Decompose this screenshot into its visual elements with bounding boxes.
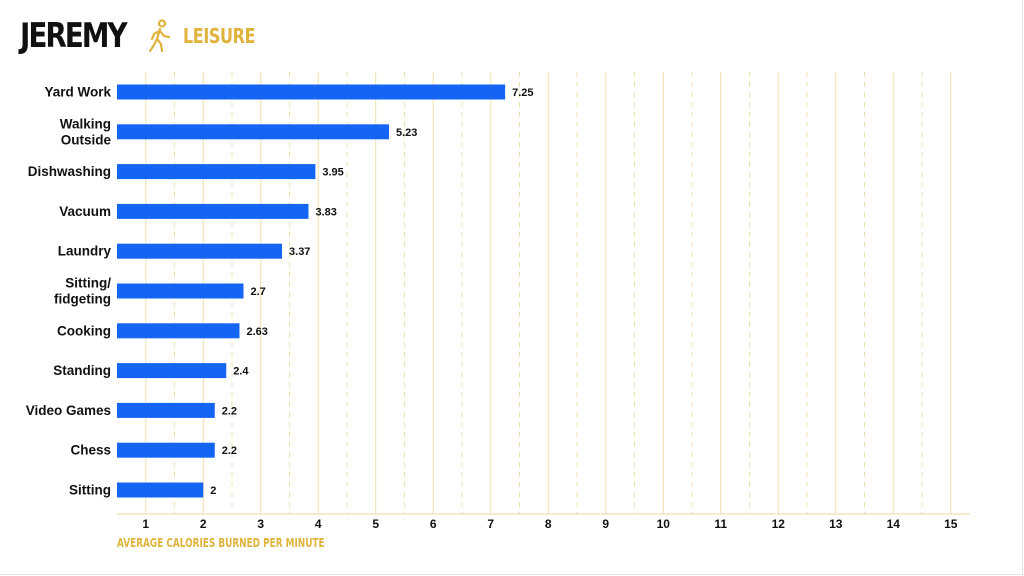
bar-value-label: 2.63 <box>246 326 267 338</box>
x-axis-title: AVERAGE CALORIES BURNED PER MINUTE <box>117 536 325 550</box>
bar <box>117 363 227 379</box>
bar <box>117 84 506 100</box>
bar-value-label: 2.2 <box>222 405 237 417</box>
x-tick-label: 6 <box>430 517 437 531</box>
bar <box>117 402 215 418</box>
x-tick-label: 7 <box>487 517 494 531</box>
bar <box>117 164 316 180</box>
category-label: Chess <box>70 443 111 458</box>
bar <box>117 442 215 458</box>
x-tick-label: 15 <box>944 517 958 531</box>
category-label: Standing <box>53 363 111 378</box>
x-tick-label: 3 <box>257 517 264 531</box>
x-tick-label: 2 <box>200 517 207 531</box>
header: JEREMY LEISURE <box>20 14 273 58</box>
category-label: Laundry <box>58 244 112 259</box>
x-tick-label: 1 <box>142 517 149 531</box>
bar-value-label: 2.7 <box>251 286 266 298</box>
bar-value-label: 5.23 <box>396 127 417 139</box>
x-tick-label: 8 <box>545 517 552 531</box>
x-tick-label: 12 <box>772 517 786 531</box>
bar-value-label: 3.37 <box>289 246 310 258</box>
category-label: Walking Outside <box>60 116 112 147</box>
category-label: Dishwashing <box>28 164 111 179</box>
bar-value-label: 7.25 <box>512 87 533 99</box>
x-tick-label: 10 <box>657 517 671 531</box>
person-name: JEREMY <box>20 16 128 56</box>
x-tick-label: 11 <box>714 517 727 531</box>
bar-value-label: 3.95 <box>322 167 343 179</box>
x-tick-label: 4 <box>315 517 322 531</box>
category-label: Vacuum <box>59 204 111 219</box>
bar-value-label: 2 <box>210 485 216 497</box>
bar <box>117 124 389 140</box>
category-label: Sitting/fidgeting <box>54 276 111 307</box>
category-label: Cooking <box>57 323 111 338</box>
bar-value-label: 2.2 <box>222 445 237 457</box>
bar <box>117 243 283 259</box>
category-title: LEISURE <box>183 24 256 48</box>
bar-value-label: 3.83 <box>315 206 336 218</box>
category-label: Yard Work <box>44 85 111 100</box>
bar <box>117 203 309 219</box>
x-tick-label: 9 <box>602 517 609 531</box>
x-tick-label: 14 <box>887 517 901 531</box>
x-tick-label: 13 <box>829 517 843 531</box>
walking-person-icon <box>148 19 171 53</box>
category-label: Video Games <box>26 403 111 418</box>
x-tick-label: 5 <box>372 517 379 531</box>
bar-value-label: 2.4 <box>233 366 249 378</box>
bar <box>117 482 204 498</box>
category-label: Sitting <box>69 483 111 498</box>
bar <box>117 283 244 299</box>
bar <box>117 323 240 339</box>
